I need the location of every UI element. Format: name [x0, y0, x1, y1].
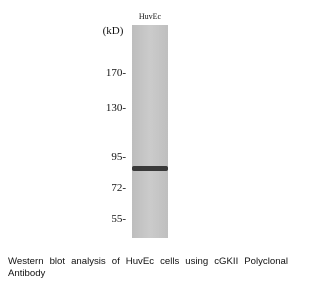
marker-labels: 170- 130- 95- 72- 55- — [106, 67, 127, 225]
unit-label: (kD) — [103, 25, 124, 37]
marker-label: 130- — [106, 102, 127, 114]
band — [132, 166, 168, 171]
figure: HuvEc (kD) 170- 130- 95- 72- 55- Western blo… — [0, 0, 289, 282]
caption: Western blot analysis of HuvEc cells usi… — [8, 256, 288, 280]
marker-label: 170- — [106, 67, 127, 79]
lane-label: HuvEc — [139, 12, 162, 21]
marker-label: 95- — [111, 151, 126, 163]
marker-label: 55- — [111, 213, 126, 225]
blot-panel: HuvEc (kD) 170- 130- 95- 72- 55- — [0, 0, 289, 252]
lane — [132, 25, 168, 238]
marker-label: 72- — [111, 182, 126, 194]
